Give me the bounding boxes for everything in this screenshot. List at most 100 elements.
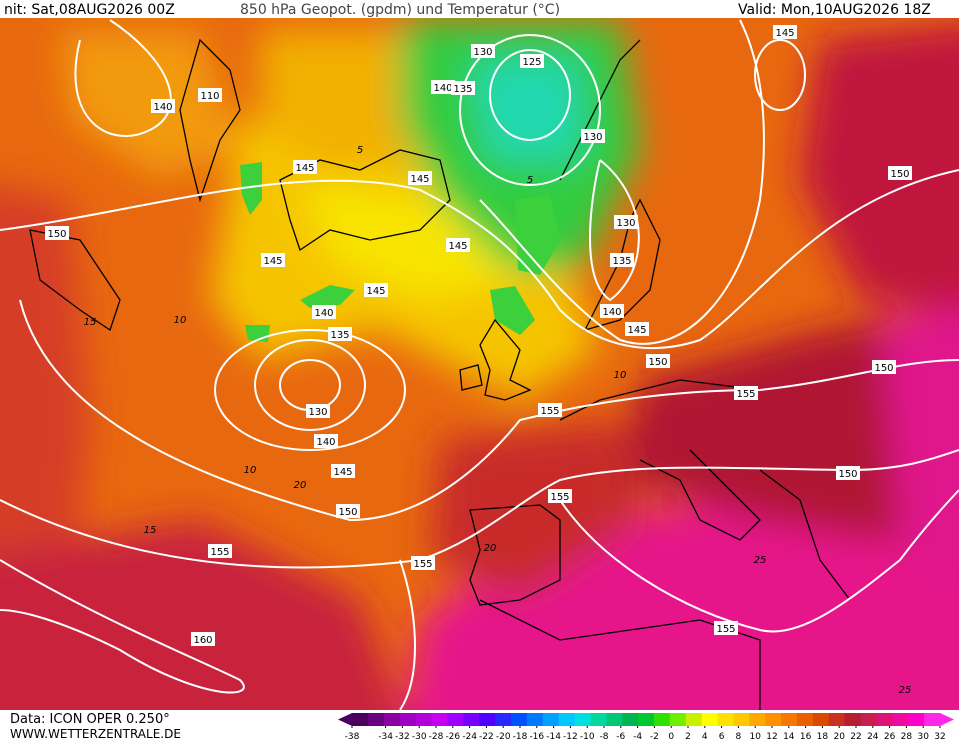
label-box <box>471 44 495 58</box>
geopotential-label: 145 <box>331 464 355 478</box>
geopotential-value: 135 <box>612 256 631 267</box>
colorbar-tick-label: -22 <box>479 732 494 741</box>
label-box <box>314 434 338 448</box>
geopotential-value: 130 <box>473 47 492 58</box>
geopotential-label: 145 <box>773 25 797 39</box>
geopotential-label: 135 <box>451 81 475 95</box>
geopotential-label: 155 <box>208 544 232 558</box>
geopotential-value: 150 <box>47 229 66 240</box>
label-box <box>888 166 912 180</box>
temperature-value: 15 <box>84 317 97 328</box>
temperature-labels: 5 5 10 15 15 20 20 25 25 10 10 <box>84 145 912 696</box>
colorbar-tick-label: 30 <box>917 732 929 741</box>
temperature-value: 10 <box>614 370 627 381</box>
colorbar-tick-label: -32 <box>395 732 410 741</box>
colorbar-swatch <box>749 713 766 726</box>
colorbar-tick-label: -16 <box>529 732 544 741</box>
geopotential-label: 155 <box>714 621 738 635</box>
geopotential-value: 140 <box>602 307 621 318</box>
geopotential-value: 140 <box>314 308 333 319</box>
colorbar-swatch <box>828 713 846 726</box>
geopotential-value: 155 <box>210 547 229 558</box>
geopotential-value: 155 <box>716 624 735 635</box>
label-box <box>331 464 355 478</box>
geopotential-label: 160 <box>191 632 215 646</box>
label-box <box>520 54 544 68</box>
colorbar-tick-label: 28 <box>901 732 913 741</box>
geopotential-value: 130 <box>308 407 327 418</box>
colorbar-tick-label: -30 <box>412 732 427 741</box>
geopotential-label: 110 <box>198 88 222 102</box>
colorbar-swatch <box>352 713 369 726</box>
colorbar-arrow-right <box>940 713 954 726</box>
label-box <box>446 238 470 252</box>
label-box <box>773 25 797 39</box>
colorbar-swatch <box>701 713 719 726</box>
geopotential-value: 135 <box>330 330 349 341</box>
colorbar-swatch <box>415 713 432 726</box>
data-source: Data: ICON OPER 0.250° <box>10 712 170 727</box>
geopotential-value: 155 <box>550 492 569 503</box>
colorbar-tick-label: 18 <box>817 732 829 741</box>
header-bar <box>0 0 959 18</box>
colorbar-tick-label: -4 <box>633 732 642 741</box>
colorbar-swatch <box>765 713 782 726</box>
geopotential-value: 155 <box>540 406 559 417</box>
label-box <box>625 322 649 336</box>
label-box <box>312 305 336 319</box>
colorbar-swatch <box>622 713 639 726</box>
geopotential-value: 150 <box>648 357 667 368</box>
geopotential-label: 145 <box>408 171 432 185</box>
geopotential-label: 145 <box>446 238 470 252</box>
geopotential-value: 145 <box>775 28 794 39</box>
colorbar-tick-label: 6 <box>719 732 725 741</box>
label-box <box>610 253 634 267</box>
geopotential-label: 140 <box>600 304 624 318</box>
geopotential-label: 130 <box>614 215 638 229</box>
colorbar-swatch <box>733 713 750 726</box>
temperature-value: 25 <box>754 555 767 566</box>
geopotential-value: 150 <box>338 507 357 518</box>
label-box <box>191 632 215 646</box>
label-box <box>614 215 638 229</box>
colorbar-tick-label: -28 <box>429 732 444 741</box>
colorbar-tick-label: 16 <box>800 732 812 741</box>
label-box <box>411 556 435 570</box>
geopotential-value: 150 <box>874 363 893 374</box>
colorbar-swatch <box>669 713 687 726</box>
temperature-value: 10 <box>174 315 187 326</box>
geopotential-label: 140 <box>431 80 455 94</box>
colorbar-swatch <box>542 713 560 726</box>
geopotential-label: 155 <box>411 556 435 570</box>
colorbar-swatch <box>383 713 401 726</box>
label-box <box>431 80 455 94</box>
geopotential-label: 145 <box>293 160 317 174</box>
geopotential-label: 135 <box>328 327 352 341</box>
geopotential-label: 140 <box>312 305 336 319</box>
colorbar: -38 -34 -32 -30 -28 -26 -24 -22 -20 -18 -16 -14 -12-… <box>338 713 954 741</box>
geopotential-label: 130 <box>581 129 605 143</box>
colorbar-tick-label: 2 <box>685 732 691 741</box>
colorbar-tick-label: 0 <box>668 732 674 741</box>
colorbar-tick-label: 20 <box>833 732 845 741</box>
label-box <box>548 489 572 503</box>
colorbar-tick-label: 24 <box>867 732 879 741</box>
label-box <box>198 88 222 102</box>
colorbar-swatch <box>431 713 448 726</box>
colorbar-swatch <box>812 713 830 726</box>
website: WWW.WETTERZENTRALE.DE <box>10 727 181 741</box>
colorbar-swatch <box>844 713 862 726</box>
geopotential-label: 150 <box>45 226 69 240</box>
colorbar-tick-label: -38 <box>345 732 360 741</box>
temperature-value: 15 <box>144 525 157 536</box>
geopotential-label: 150 <box>888 166 912 180</box>
colorbar-tick-label: -14 <box>546 732 561 741</box>
colorbar-tick-label: 22 <box>850 732 861 741</box>
colorbar-swatch <box>367 713 385 726</box>
geopotential-value: 155 <box>736 389 755 400</box>
colorbar-swatch <box>908 713 925 726</box>
colorbar-swatch <box>399 713 417 726</box>
run-time: nit: Sat,08AUG2026 00Z <box>4 2 175 18</box>
label-box <box>45 226 69 240</box>
